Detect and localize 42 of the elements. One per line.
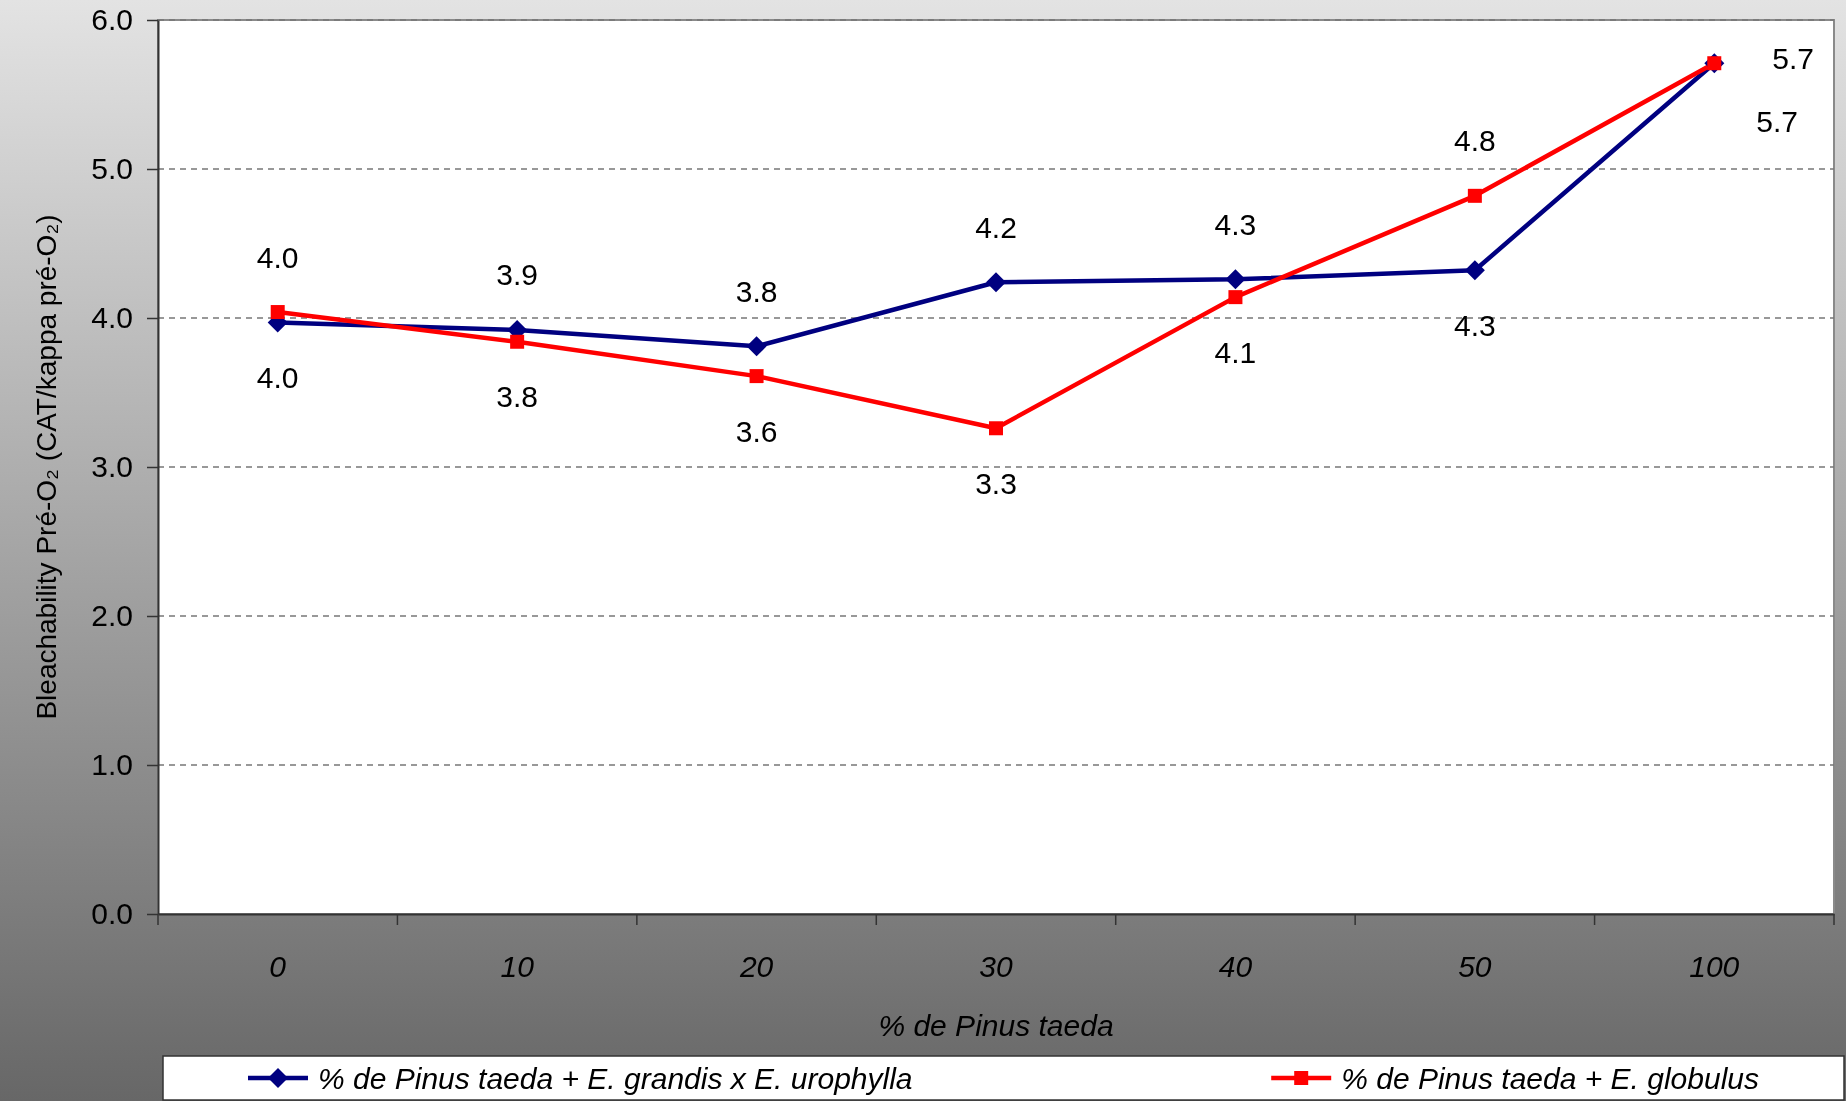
y-tick-label: 0.0 <box>91 897 133 931</box>
point <box>989 421 1003 436</box>
point <box>746 336 767 357</box>
data-label: 4.3 <box>1454 308 1496 342</box>
x-tick-label: 20 <box>738 950 774 984</box>
y-tick-label: 2.0 <box>91 599 133 633</box>
data-label: 4.0 <box>256 360 299 394</box>
y-tick-label: 1.0 <box>91 748 133 782</box>
point <box>1225 269 1246 290</box>
data-label: 3.8 <box>735 274 778 308</box>
point <box>270 305 285 320</box>
x-tick-label: 0 <box>269 950 287 984</box>
x-tick-label: 50 <box>1458 950 1492 984</box>
y-axis-title: Bleachability Pré-O₂ (CAT/kappa pré-O₂) <box>31 214 62 720</box>
legend-label: % de Pinus taeda + E. globulus <box>1341 1061 1759 1095</box>
x-tick-label: 100 <box>1689 950 1740 984</box>
data-label: 4.0 <box>256 240 299 274</box>
data-label: 5.7 <box>1756 104 1798 138</box>
point <box>1464 260 1485 281</box>
data-label: 3.8 <box>496 380 538 414</box>
y-tick-label: 5.0 <box>91 152 133 186</box>
data-label: 3.6 <box>735 414 778 448</box>
y-tick-label: 3.0 <box>91 450 133 484</box>
y-tick-label: 4.0 <box>91 301 133 335</box>
point <box>749 369 764 384</box>
legend-label: % de Pinus taeda + E. grandis x E. urophylla <box>318 1061 913 1095</box>
y-tick-label: 6.0 <box>91 3 133 37</box>
point <box>1228 290 1243 305</box>
x-tick-label: 10 <box>500 950 535 984</box>
data-label: 4.1 <box>1214 335 1257 369</box>
data-label: 3.3 <box>975 466 1017 500</box>
x-tick-label: 40 <box>1218 950 1253 984</box>
x-axis-title: % de Pinus taeda <box>878 1009 1114 1042</box>
point <box>986 272 1006 293</box>
data-label: 4.2 <box>975 210 1017 244</box>
point <box>510 334 525 349</box>
data-label: 4.3 <box>1214 207 1257 241</box>
x-tick-label: 30 <box>979 950 1013 984</box>
data-label: 4.8 <box>1454 124 1496 158</box>
data-label: 5.7 <box>1772 41 1814 75</box>
point <box>1467 188 1482 203</box>
data-label: 3.9 <box>496 258 538 292</box>
